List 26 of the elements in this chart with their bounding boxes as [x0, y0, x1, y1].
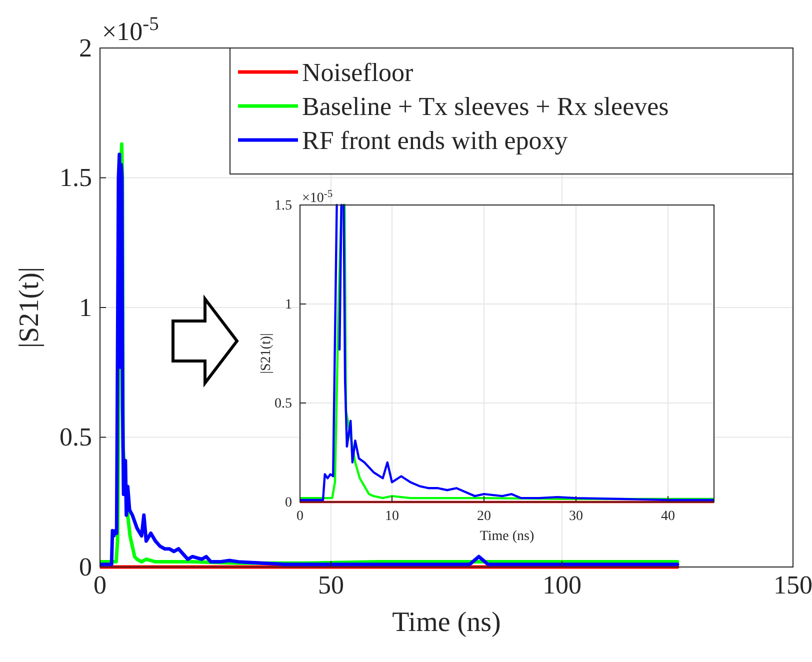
x-tick-label: 0 [296, 508, 304, 524]
y-tick-label: 1 [79, 292, 92, 322]
y-axis-title: |S21(t)| [259, 333, 274, 374]
y-tick-label: 1.5 [60, 163, 92, 192]
y-tick-label: 2 [79, 33, 92, 62]
annotation: ×10$^{-5}$ [302, 188, 333, 206]
x-tick-label: 100 [542, 570, 582, 600]
x-tick-label: 10 [385, 508, 399, 524]
x-tick-label: 50 [318, 570, 344, 600]
x-axis-title: Time (ns) [480, 529, 534, 544]
y-tick-label: 0.5 [60, 422, 92, 452]
x-tick-label: 30 [569, 508, 583, 524]
text: ×10$^{-5}$ [102, 14, 159, 46]
y-tick-label: 0.5 [274, 396, 292, 412]
x-tick-label: 40 [661, 508, 675, 524]
y-tick-label: 0 [285, 495, 292, 510]
x-axis-title: Time (ns) [392, 607, 501, 638]
legend-label: Noisefloor [302, 58, 414, 87]
x-tick-label: 20 [477, 508, 491, 524]
legend-label: RF front ends with epoxy [302, 126, 568, 155]
y-tick-label: 1.5 [274, 198, 292, 214]
y-tick-label: 1 [285, 297, 292, 312]
y-axis-title: |S21(t)| [14, 266, 45, 348]
x-tick-label: 150 [774, 570, 812, 600]
y-tick-label: 0 [79, 552, 92, 582]
legend-label: Baseline + Tx sleeves + Rx sleeves [302, 92, 669, 121]
